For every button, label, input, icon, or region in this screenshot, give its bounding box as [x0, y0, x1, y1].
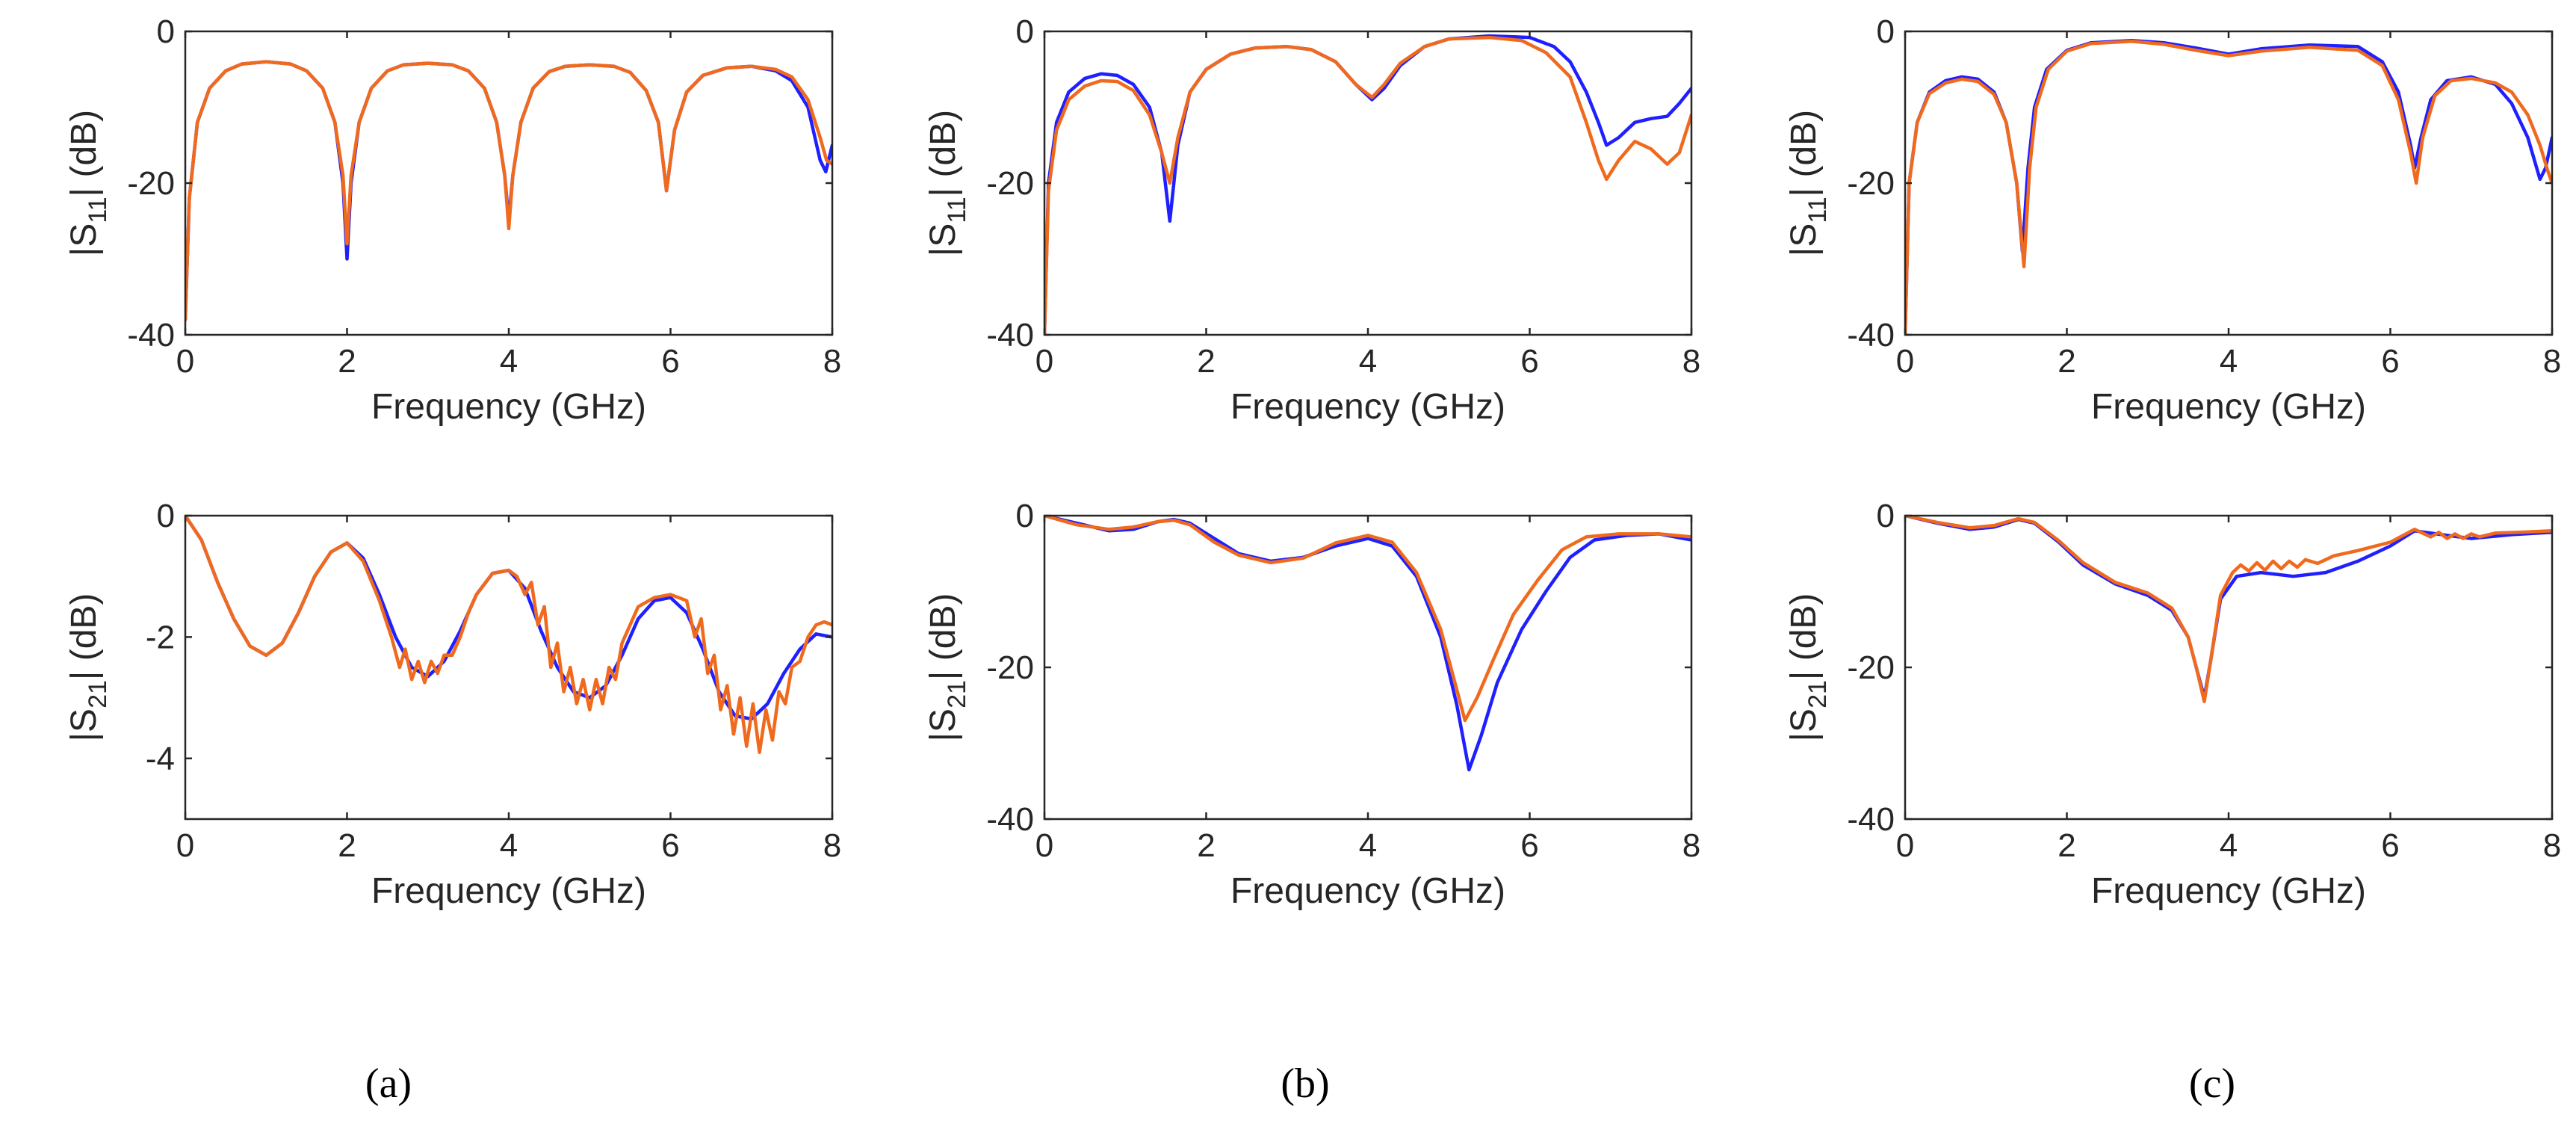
x-tick-label: 6 — [1520, 343, 1538, 380]
series-measured-c-s21 — [1905, 516, 2552, 703]
x-axis-title: Frequency (GHz) — [2091, 387, 2366, 427]
axes-frame — [1904, 30, 2554, 336]
chart-c-s11: 0 2 4 6 8 -40 -20 0 Frequency (GHz) |S11| (dB) — [1784, 13, 2561, 427]
sub-label-a: (a) — [365, 1060, 412, 1107]
y-axis-title: |S11| (dB) — [64, 110, 112, 256]
y-tick-label: -20 — [127, 165, 175, 202]
y-tick-label: -20 — [986, 649, 1034, 686]
axes-frame — [184, 30, 834, 336]
x-tick-label: 6 — [661, 827, 679, 864]
y-axis-title: |S11| (dB) — [923, 110, 971, 256]
y-tick-label: -40 — [986, 801, 1034, 838]
series-measured-a-s21 — [185, 516, 832, 754]
y-tick-label: 0 — [1877, 13, 1895, 50]
x-tick-label: 0 — [176, 343, 194, 380]
series-measured-b-s11 — [1044, 35, 1691, 335]
x-tick-label: 4 — [500, 343, 518, 380]
x-axis-title: Frequency (GHz) — [371, 387, 646, 427]
x-tick-label: 8 — [823, 343, 841, 380]
x-tick-label: 4 — [1359, 827, 1377, 864]
y-tick-label: 0 — [1016, 13, 1034, 50]
y-tick-label: -40 — [127, 317, 175, 353]
sub-label-c: (c) — [2189, 1060, 2235, 1107]
y-axis-title: |S21| (dB) — [1784, 593, 1832, 742]
x-tick-label: 2 — [2058, 827, 2075, 864]
sub-label-b: (b) — [1281, 1060, 1329, 1107]
x-tick-label: 0 — [1035, 827, 1053, 864]
chart-b-s21: 0 2 4 6 8 -40 -20 0 Frequency (GHz) |S21| (dB) — [923, 498, 1700, 911]
axes-frame — [1904, 514, 2554, 821]
y-axis-title: |S21| (dB) — [64, 593, 112, 742]
chart-a-s11: 0 2 4 6 8 -40 -20 0 Frequency (GHz) |S11| (dB) — [64, 13, 841, 427]
chart-b-s11: 0 2 4 6 8 -40 -20 0 Frequency (GHz) |S11| (dB) — [923, 13, 1700, 427]
series-simulated-c-s21 — [1905, 516, 2552, 700]
x-axis-title: Frequency (GHz) — [2091, 871, 2366, 911]
y-tick-label: -20 — [1847, 165, 1895, 202]
x-axis-title: Frequency (GHz) — [371, 871, 646, 911]
x-tick-label: 8 — [1682, 343, 1700, 380]
x-axis-title: Frequency (GHz) — [1230, 871, 1505, 911]
x-tick-label: 0 — [1896, 343, 1914, 380]
y-tick-label: -40 — [1847, 317, 1895, 353]
x-tick-label: 2 — [1197, 343, 1215, 380]
x-tick-label: 6 — [2381, 827, 2399, 864]
y-tick-label: 0 — [1877, 498, 1895, 534]
y-tick-label: 0 — [157, 498, 175, 534]
y-axis-title: |S11| (dB) — [1784, 110, 1832, 256]
x-tick-label: 6 — [661, 343, 679, 380]
x-tick-label: 8 — [2543, 343, 2561, 380]
series-measured-b-s21 — [1044, 516, 1691, 723]
series-simulated-a-s11 — [185, 60, 832, 321]
y-tick-label: 0 — [157, 13, 175, 50]
series-simulated-a-s21 — [185, 516, 832, 721]
axes-frame — [1043, 514, 1693, 821]
y-tick-label: -40 — [986, 317, 1034, 353]
y-tick-label: 0 — [1016, 498, 1034, 534]
x-tick-label: 6 — [2381, 343, 2399, 380]
axes-frame — [1043, 30, 1693, 336]
x-axis-title: Frequency (GHz) — [1230, 387, 1505, 427]
series-measured-a-s11 — [185, 60, 832, 321]
x-tick-label: 2 — [1197, 827, 1215, 864]
x-tick-label: 4 — [1359, 343, 1377, 380]
x-tick-label: 4 — [500, 827, 518, 864]
x-tick-label: 0 — [1896, 827, 1914, 864]
series-simulated-b-s11 — [1044, 34, 1691, 335]
y-tick-label: -40 — [1847, 801, 1895, 838]
y-axis-title: |S21| (dB) — [923, 593, 971, 742]
series-simulated-c-s11 — [1905, 38, 2552, 335]
chart-c-s21: 0 2 4 6 8 -40 -20 0 Frequency (GHz) |S21| (dB) — [1784, 498, 2561, 911]
x-tick-label: 2 — [338, 343, 356, 380]
x-tick-label: 8 — [1682, 827, 1700, 864]
x-tick-label: 8 — [823, 827, 841, 864]
y-tick-label: -20 — [1847, 649, 1895, 686]
x-tick-label: 8 — [2543, 827, 2561, 864]
x-tick-label: 6 — [1520, 827, 1538, 864]
x-tick-label: 0 — [1035, 343, 1053, 380]
series-measured-c-s11 — [1905, 39, 2552, 335]
x-tick-label: 4 — [2220, 827, 2238, 864]
x-tick-label: 2 — [338, 827, 356, 864]
x-tick-label: 0 — [176, 827, 194, 864]
chart-a-s21: 0 2 4 6 8 -4 -2 0 Frequency (GHz) |S21| (dB) — [64, 498, 841, 911]
axes-frame — [184, 514, 834, 821]
x-tick-label: 4 — [2220, 343, 2238, 380]
series-simulated-b-s21 — [1044, 516, 1691, 772]
x-tick-label: 2 — [2058, 343, 2075, 380]
y-tick-label: -2 — [146, 619, 175, 655]
y-tick-label: -4 — [146, 741, 175, 777]
y-tick-label: -20 — [986, 165, 1034, 202]
